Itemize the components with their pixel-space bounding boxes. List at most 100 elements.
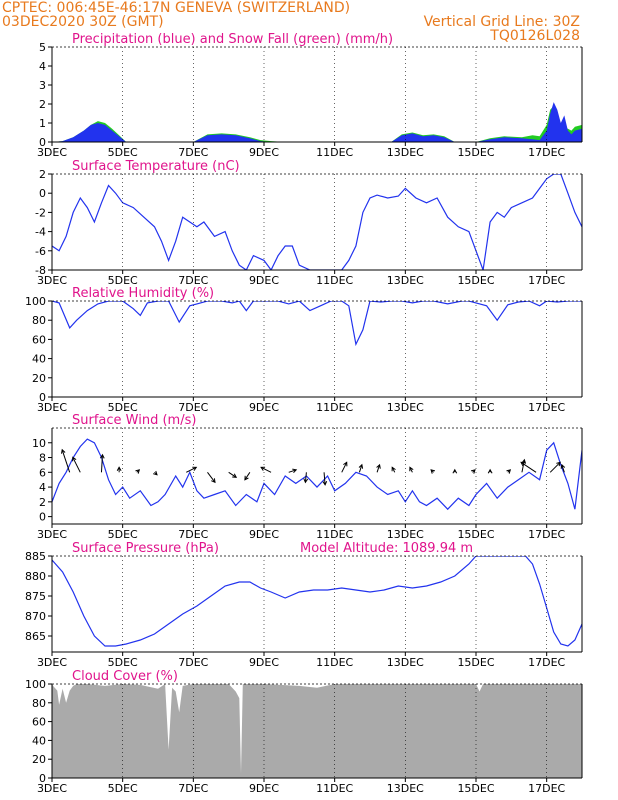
wind-ytick-label: 6 [39, 466, 46, 479]
humidity-xtick-label: 17DEC [528, 401, 565, 414]
temperature-title: Surface Temperature (nC) [72, 159, 240, 174]
pressure-xtick-label: 11DEC [316, 656, 353, 669]
precip-xtick-label: 11DEC [316, 146, 353, 159]
wind-arrow-shaft [186, 466, 197, 473]
cloud-xtick-label: 7DEC [178, 782, 208, 795]
wind-arrow-head [520, 461, 526, 467]
humidity-panel: Relative Humidity (%) 0 20 40 60 80 100 3DEC 5DE… [25, 286, 583, 414]
wind-arrow-shaft [561, 464, 565, 473]
pressure-xtick-label: 5DEC [108, 656, 138, 669]
wind-ytick-label: 4 [39, 481, 46, 494]
precip-series-0 [52, 102, 582, 142]
wind-arrow-shaft [228, 471, 237, 478]
pressure-ytick-label: 880 [25, 570, 46, 583]
wind-arrow-shaft [549, 461, 561, 473]
wind-arrow-shaft [304, 472, 307, 483]
wind-arrow [487, 468, 493, 474]
pressure-plot [52, 556, 582, 647]
pressure-xtick-label: 13DEC [387, 656, 424, 669]
wind-arrow-head [487, 468, 493, 474]
wind-arrow-head [116, 466, 122, 472]
cloud-xtick-label: 11DEC [316, 782, 353, 795]
temperature-ytick-label: -6 [35, 245, 46, 258]
humidity-xtick-label: 11DEC [316, 401, 353, 414]
cloud-ytick-label: 20 [32, 753, 46, 766]
wind-arrow [521, 458, 527, 473]
wind-arrow [72, 456, 81, 473]
wind-arrow-head [135, 469, 141, 474]
wind-ytick-label: 0 [39, 511, 46, 524]
humidity-ytick-label: 100 [25, 295, 46, 308]
pressure-panel: Surface Pressure (hPa) Model Altitude: 10… [25, 541, 583, 669]
wind-arrow-head [152, 470, 158, 476]
cloud-panel: Cloud Cover (%) 0 20 40 60 80 100 3DEC 5DEC 7DEC 9… [25, 669, 583, 795]
humidity-ytick-label: 0 [39, 391, 46, 404]
wind-xtick-label: 17DEC [528, 528, 565, 541]
precip-xtick-label: 3DEC [37, 146, 67, 159]
wind-arrow [322, 472, 328, 486]
pressure-ytick-label: 865 [25, 630, 46, 643]
cloud-grid [51, 683, 582, 778]
humidity-series-0 [52, 301, 582, 347]
precip-panel: Precipitation (blue) and Snow Fall (gree… [37, 32, 583, 159]
cloud-plot [52, 684, 582, 778]
pressure-xtick-label: 15DEC [457, 656, 494, 669]
precip-grid [51, 46, 582, 142]
wind-arrow [186, 466, 198, 473]
wind-arrow-head [560, 463, 566, 469]
temperature-ytick-label: -8 [35, 264, 46, 277]
wind-arrow-head [470, 469, 476, 474]
wind-arrows [61, 448, 566, 486]
wind-arrow-head [556, 461, 561, 467]
precip-ytick-label: 5 [39, 41, 46, 54]
humidity-xtick-label: 7DEC [178, 401, 208, 414]
temperature-ytick-label: 2 [39, 168, 46, 181]
wind-arrow-shaft [244, 472, 251, 481]
pressure-ytick-label: 885 [25, 550, 46, 563]
precip-xtick-label: 13DEC [387, 146, 424, 159]
wind-arrow [228, 471, 238, 478]
pressure-subtitle: Model Altitude: 1089.94 m [300, 541, 473, 556]
cloud-ytick-label: 40 [32, 734, 46, 747]
header-grid-line: Vertical Grid Line: 30Z [424, 14, 580, 30]
wind-arrow [560, 463, 566, 473]
wind-arrow [520, 461, 537, 473]
wind-arrow [376, 463, 381, 473]
header: CPTEC: 006:45E-46:17N GENEVA (SWITZERLAN… [2, 0, 580, 44]
temperature-plot [52, 174, 582, 270]
humidity-xtick-label: 5DEC [108, 401, 138, 414]
wind-arrow-head [244, 475, 249, 481]
wind-arrow-shaft [207, 472, 216, 483]
wind-ytick-label: 2 [39, 496, 46, 509]
wind-title: Surface Wind (m/s) [72, 413, 196, 428]
pressure-title: Surface Pressure (hPa) [72, 541, 219, 556]
humidity-ytick-label: 20 [32, 372, 46, 385]
temperature-xtick-label: 15DEC [457, 274, 494, 287]
header-run-date: 03DEC2020 30Z (GMT) [2, 14, 164, 30]
temperature-series-0 [52, 174, 582, 270]
precip-xtick-label: 7DEC [178, 146, 208, 159]
wind-arrow-head [292, 468, 298, 474]
pressure-xtick-label: 7DEC [178, 656, 208, 669]
humidity-xtick-label: 15DEC [457, 401, 494, 414]
wind-arrow-head [211, 478, 216, 484]
wind-arrow [207, 472, 216, 484]
wind-arrow [152, 470, 158, 476]
cloud-ytick-label: 60 [32, 716, 46, 729]
precip-ytick-label: 4 [39, 60, 46, 73]
wind-arrow-head [192, 466, 198, 471]
cloud-xtick-label: 15DEC [457, 782, 494, 795]
wind-arrow-shaft [288, 469, 297, 473]
wind-ytick-label: 10 [32, 437, 46, 450]
wind-arrow-shaft [376, 464, 381, 473]
temperature-ytick-label: -2 [35, 206, 46, 219]
humidity-ytick-label: 60 [32, 333, 46, 346]
wind-arrow-shaft [520, 461, 537, 473]
precip-xtick-label: 17DEC [528, 146, 565, 159]
precip-xtick-label: 15DEC [457, 146, 494, 159]
humidity-xtick-label: 3DEC [37, 401, 67, 414]
precip-xtick-label: 5DEC [108, 146, 138, 159]
humidity-xtick-label: 13DEC [387, 401, 424, 414]
wind-arrow-shaft [260, 466, 272, 473]
